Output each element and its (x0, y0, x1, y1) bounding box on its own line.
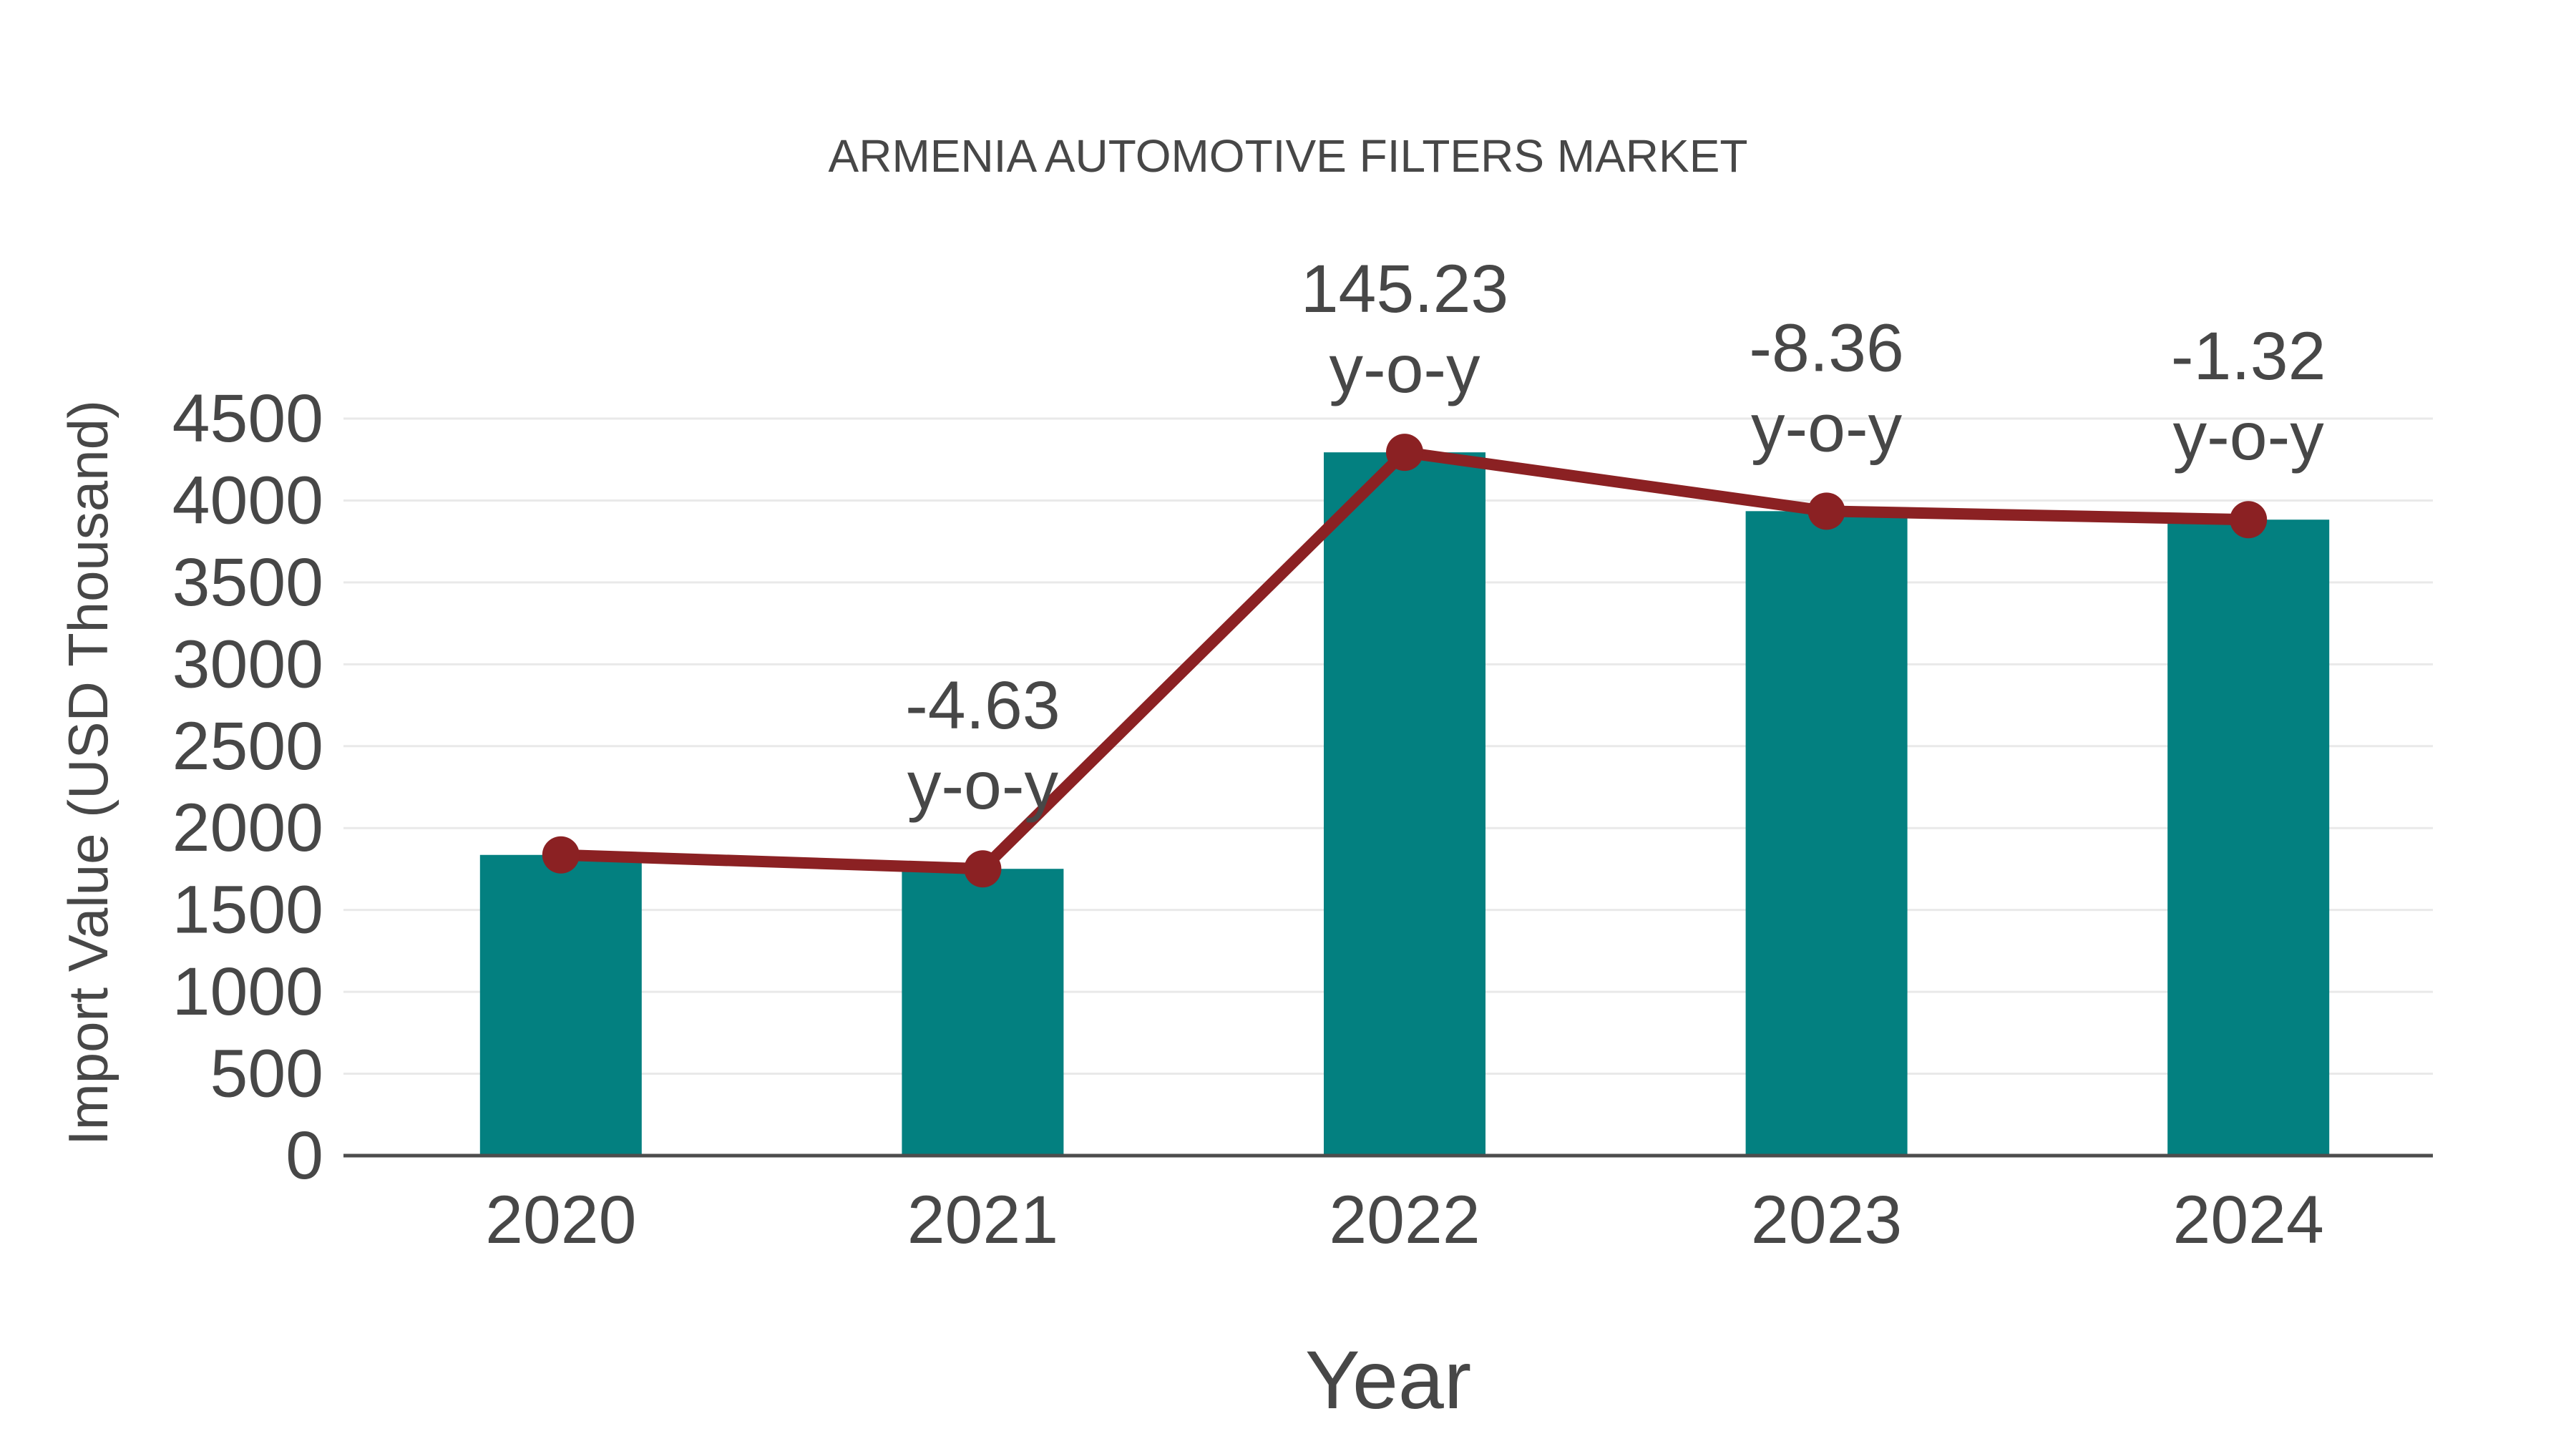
x-tick-label: 2024 (2173, 1182, 2324, 1258)
x-axis-ticks: 2020 2021 2022 2023 2024 (485, 1182, 2324, 1258)
bar-2024 (2167, 519, 2330, 1156)
bar-2023 (1745, 511, 1908, 1156)
annotation-suffix-2022: y-o-y (1329, 331, 1480, 407)
x-tick-label: 2022 (1329, 1182, 1480, 1258)
data-point-2023 (1807, 492, 1845, 530)
y-tick-label: 3000 (172, 626, 323, 702)
bar-series (479, 452, 2330, 1156)
y-axis-title: Import Value (USD Thousand) (57, 400, 119, 1146)
chart-title: ARMENIA AUTOMOTIVE FILTERS MARKET (829, 130, 1748, 182)
data-point-2022 (1386, 434, 1423, 472)
annotation-value-2021: -4.63 (905, 668, 1060, 743)
annotation-suffix-2024: y-o-y (2173, 399, 2325, 474)
y-tick-label: 3500 (172, 545, 323, 620)
x-tick-label: 2023 (1751, 1182, 1902, 1258)
x-tick-label: 2020 (485, 1182, 636, 1258)
annotation-value-2023: -8.36 (1749, 310, 1904, 386)
bar-2021 (902, 869, 1064, 1156)
y-tick-label: 4000 (172, 462, 323, 538)
annotation-suffix-2021: y-o-y (907, 748, 1059, 824)
annotation-value-2024: -1.32 (2171, 318, 2326, 394)
annotation-value-2022: 145.23 (1301, 251, 1509, 327)
annotation-suffix-2023: y-o-y (1751, 390, 1903, 466)
y-tick-label: 4500 (172, 381, 323, 457)
data-point-2024 (2230, 501, 2268, 539)
line-series (542, 434, 2268, 888)
y-tick-label: 0 (286, 1118, 323, 1194)
x-tick-label: 2021 (907, 1182, 1058, 1258)
bar-2020 (479, 854, 642, 1156)
y-tick-label: 500 (210, 1036, 323, 1112)
data-point-2021 (964, 850, 1002, 888)
data-point-2020 (542, 836, 580, 874)
y-tick-label: 2500 (172, 708, 323, 784)
y-tick-label: 2000 (172, 790, 323, 866)
x-axis-title: Year (1305, 1335, 1471, 1426)
y-tick-label: 1000 (172, 954, 323, 1030)
bar-2022 (1324, 452, 1485, 1156)
y-tick-label: 1500 (172, 872, 323, 948)
